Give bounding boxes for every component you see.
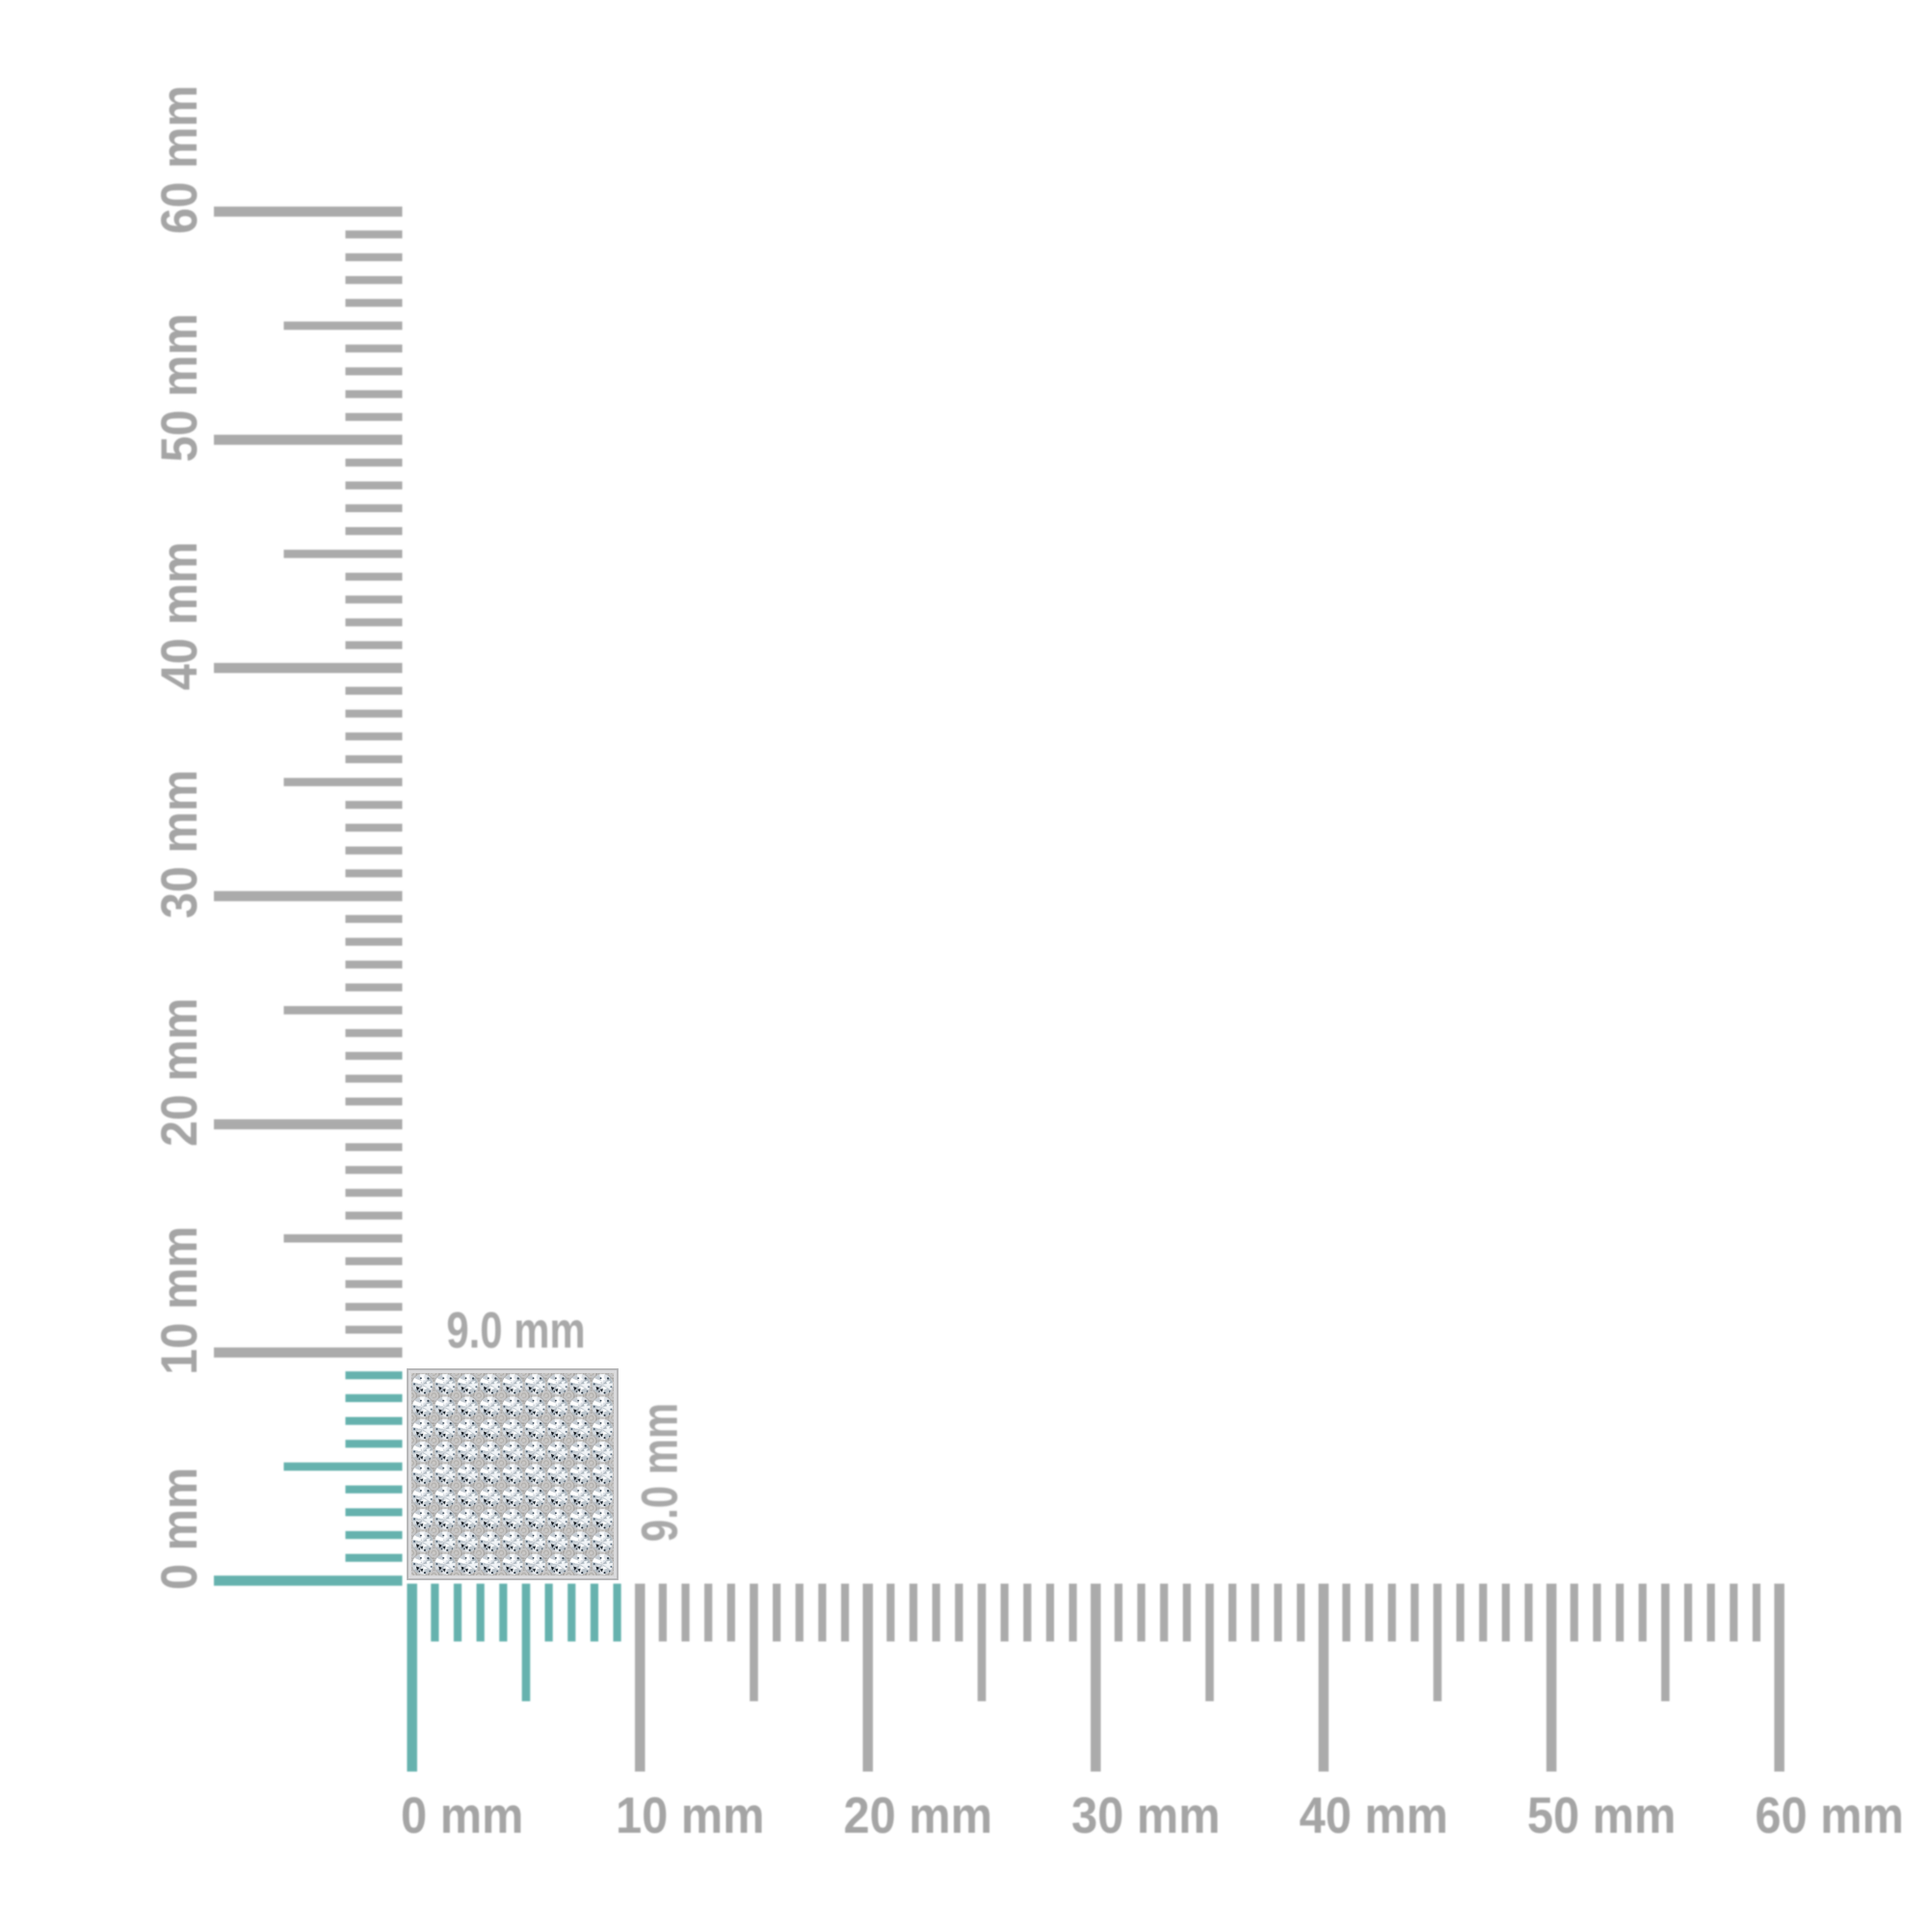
svg-text:9.0 mm: 9.0 mm: [632, 1403, 689, 1542]
svg-text:50 mm: 50 mm: [150, 313, 207, 462]
svg-text:30 mm: 30 mm: [150, 770, 207, 918]
svg-text:60 mm: 60 mm: [1755, 1786, 1903, 1843]
svg-text:40 mm: 40 mm: [1299, 1786, 1447, 1843]
svg-text:20 mm: 20 mm: [843, 1786, 991, 1843]
svg-text:0 mm: 0 mm: [150, 1468, 207, 1590]
svg-text:0 mm: 0 mm: [401, 1786, 523, 1843]
svg-text:50 mm: 50 mm: [1527, 1786, 1676, 1843]
svg-text:40 mm: 40 mm: [150, 542, 207, 690]
svg-text:9.0 mm: 9.0 mm: [446, 1303, 585, 1360]
svg-text:30 mm: 30 mm: [1071, 1786, 1220, 1843]
svg-text:10 mm: 10 mm: [150, 1226, 207, 1374]
svg-text:20 mm: 20 mm: [150, 998, 207, 1147]
svg-text:10 mm: 10 mm: [616, 1786, 764, 1843]
svg-text:60 mm: 60 mm: [150, 85, 207, 233]
